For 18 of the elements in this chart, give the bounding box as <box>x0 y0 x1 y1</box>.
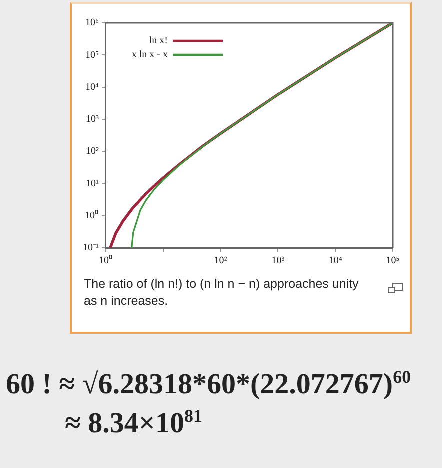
text: 60 ! ≈ √6.28318*60*(22.072767)$^{60}$ <box>6 367 412 402</box>
x-tick-label: 10³ <box>272 256 285 267</box>
text: ≈ 8.34×10$^{81}$ <box>65 406 202 441</box>
y-tick-label: 10³ <box>86 114 99 126</box>
y-tick-label: 10⁻¹ <box>83 242 99 254</box>
x-tick-label: 10⁴ <box>328 256 343 267</box>
x-tick-label: 10² <box>214 256 228 267</box>
y-tick-label: 10⁰ <box>85 209 99 222</box>
text: The ratio of (ln n!) to (n ln n − n) approaches unity as n increases. <box>84 276 360 310</box>
legend-label: ln x! <box>149 36 168 47</box>
legend-label: x ln x - x <box>132 50 168 61</box>
y-tick-label: 10⁴ <box>86 82 100 93</box>
x-tick-label: 10⁵ <box>386 256 400 267</box>
y-tick-label: 10⁶ <box>86 18 100 29</box>
y-tick-label: 10⁵ <box>86 50 99 61</box>
y-tick-label: 10¹ <box>86 178 99 190</box>
x-tick-label: 10⁰ <box>99 254 113 267</box>
y-tick-label: 10² <box>86 146 99 158</box>
